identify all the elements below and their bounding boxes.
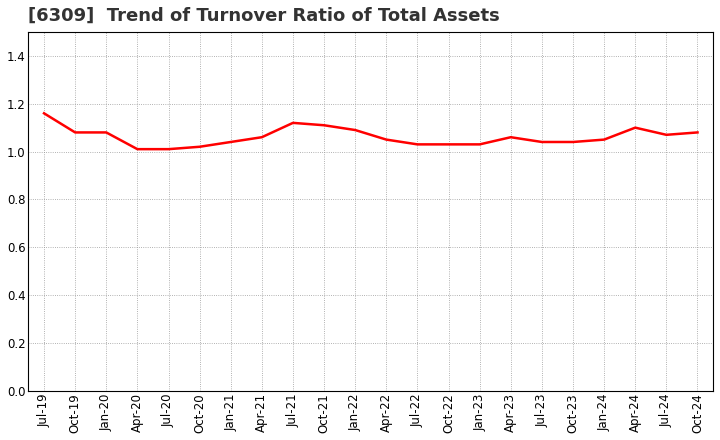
Text: [6309]  Trend of Turnover Ratio of Total Assets: [6309] Trend of Turnover Ratio of Total …	[29, 7, 500, 25]
